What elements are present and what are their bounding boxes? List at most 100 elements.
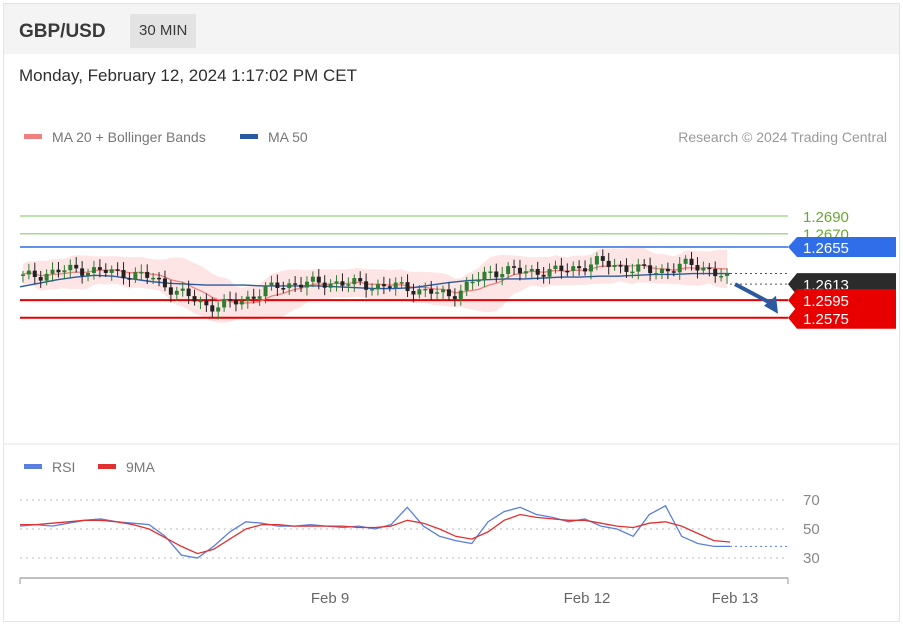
rsi-ma-legend-label: 9MA bbox=[126, 459, 155, 475]
time-tick-Feb-13: Feb 13 bbox=[712, 590, 759, 607]
candle-body bbox=[358, 278, 363, 282]
candle-body bbox=[364, 281, 369, 290]
candle-body bbox=[423, 288, 428, 291]
candle-body bbox=[174, 290, 179, 295]
candle-body bbox=[458, 290, 463, 299]
candle-body bbox=[151, 277, 156, 280]
candle-body bbox=[91, 267, 96, 273]
candle-body bbox=[429, 288, 434, 294]
candle-body bbox=[115, 269, 120, 271]
timeframe-badge[interactable]: 30 MIN bbox=[130, 14, 197, 48]
candle-body bbox=[56, 269, 61, 273]
candle-body bbox=[20, 274, 25, 276]
candle-body bbox=[233, 300, 238, 305]
candle-body bbox=[523, 271, 528, 274]
candle-body bbox=[375, 284, 380, 290]
candle-body bbox=[186, 288, 191, 297]
candle-body bbox=[441, 289, 446, 293]
candle-body bbox=[245, 296, 250, 301]
candle-body bbox=[500, 273, 505, 278]
candle-body bbox=[636, 264, 641, 272]
candle-body bbox=[316, 276, 321, 283]
rsi-ma-legend-swatch bbox=[98, 464, 116, 469]
candle-body bbox=[180, 288, 185, 291]
candle-body bbox=[719, 275, 724, 278]
rsi-legend-swatch bbox=[24, 464, 42, 469]
candle-body bbox=[80, 268, 85, 276]
currency-pair-title: GBP/USD bbox=[19, 21, 106, 42]
candle-body bbox=[411, 290, 416, 295]
candle-body bbox=[571, 266, 576, 271]
candle-body bbox=[257, 296, 262, 299]
chart-widget: GBP/USD 30 MIN bbox=[3, 3, 900, 622]
candle-body bbox=[630, 271, 635, 274]
candle-body bbox=[654, 273, 659, 275]
candle-body bbox=[707, 267, 712, 270]
candle-body bbox=[547, 269, 552, 277]
candle-body bbox=[583, 268, 588, 272]
candle-body bbox=[624, 265, 629, 272]
candle-body bbox=[216, 307, 221, 312]
candle-body bbox=[565, 270, 570, 273]
candle-body bbox=[606, 260, 611, 267]
candle-body bbox=[612, 265, 617, 267]
candle-body bbox=[387, 286, 392, 288]
rsi-tick-30: 30 bbox=[803, 550, 820, 567]
candle-body bbox=[310, 276, 315, 282]
candle-body bbox=[86, 272, 91, 276]
candle-body bbox=[588, 264, 593, 272]
candle-body bbox=[322, 282, 327, 288]
ma50-legend-label: MA 50 bbox=[268, 129, 308, 145]
resistance-tag bbox=[788, 237, 896, 257]
candle-body bbox=[74, 264, 79, 269]
candle-body bbox=[701, 267, 706, 271]
candle-body bbox=[162, 278, 167, 288]
candle-body bbox=[340, 281, 345, 286]
candle-body bbox=[251, 296, 256, 299]
support-label-1.2595: 1.2595 bbox=[803, 293, 849, 310]
candle-body bbox=[506, 266, 511, 274]
candle-body bbox=[192, 296, 197, 302]
support-tag bbox=[788, 306, 896, 329]
candle-body bbox=[713, 268, 718, 277]
candle-body bbox=[381, 284, 386, 287]
candle-body bbox=[677, 263, 682, 273]
candle-body bbox=[648, 265, 653, 274]
candle-body bbox=[517, 267, 522, 274]
candle-body bbox=[600, 256, 605, 261]
candle-body bbox=[32, 270, 37, 278]
candle-body bbox=[352, 278, 357, 285]
forecast-arrow-shaft bbox=[734, 282, 773, 306]
candle-body bbox=[281, 288, 286, 290]
candle-body bbox=[38, 277, 43, 281]
candle-body bbox=[299, 284, 304, 288]
candle-body bbox=[275, 282, 280, 289]
candle-body bbox=[553, 265, 558, 270]
support-tag bbox=[788, 289, 896, 312]
candle-body bbox=[671, 271, 676, 273]
candle-body bbox=[334, 281, 339, 284]
candle-body bbox=[133, 272, 138, 280]
ma50-line bbox=[19, 272, 730, 290]
candle-body bbox=[26, 270, 31, 275]
candle-body bbox=[62, 270, 67, 273]
candle-body bbox=[222, 299, 227, 308]
candle-body bbox=[512, 266, 517, 268]
candle-body bbox=[210, 305, 215, 312]
candle-body bbox=[139, 271, 144, 274]
candle-body bbox=[346, 284, 351, 286]
candle-body bbox=[263, 285, 268, 297]
candle-body bbox=[476, 279, 481, 282]
candle-body bbox=[293, 283, 298, 285]
ma50-legend-swatch bbox=[240, 134, 258, 139]
candle-body bbox=[541, 274, 546, 277]
candle-body bbox=[304, 281, 309, 288]
candle-body bbox=[683, 258, 688, 264]
candle-body bbox=[725, 273, 730, 276]
candle-body bbox=[109, 269, 114, 273]
credit-label: Research © 2024 Trading Central bbox=[678, 129, 887, 145]
candle-body bbox=[464, 281, 469, 291]
rsi-legend-label: RSI bbox=[52, 459, 75, 475]
chart-header: GBP/USD 30 MIN bbox=[4, 4, 899, 54]
